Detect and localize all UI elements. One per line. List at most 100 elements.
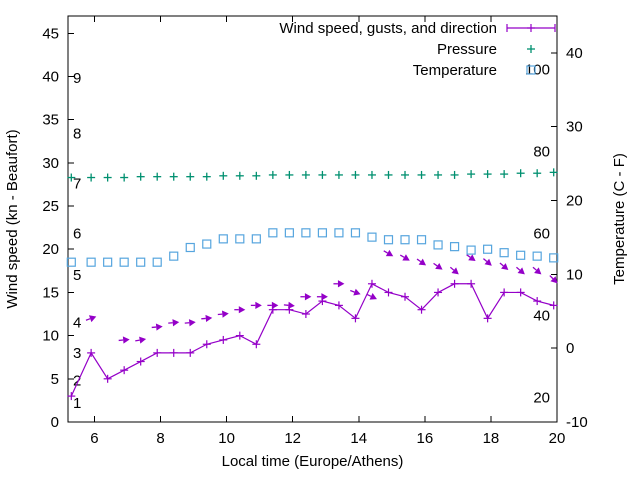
x-tick-label: 8 bbox=[156, 430, 164, 447]
gust-arrow-head bbox=[468, 254, 476, 262]
gust-arrow bbox=[466, 254, 476, 262]
gust-arrow-head bbox=[255, 301, 262, 309]
gust-arrow-head bbox=[155, 323, 163, 331]
temperature-point bbox=[317, 228, 328, 238]
y2-tick-label: -10 bbox=[566, 414, 588, 431]
gust-arrow-shaft bbox=[416, 258, 422, 263]
gust-arrow-head bbox=[139, 336, 147, 344]
gust-arrow-head bbox=[271, 301, 279, 309]
legend-label-2: Temperature bbox=[413, 62, 497, 79]
gust-arrow bbox=[283, 301, 295, 309]
gust-arrow bbox=[201, 314, 213, 323]
gust-arrow-head bbox=[188, 319, 196, 327]
x-axis-title: Local time (Europe/Athens) bbox=[222, 453, 404, 470]
gust-arrow-shaft bbox=[433, 262, 438, 267]
temperature-point bbox=[416, 235, 427, 245]
beaufort-label: 7 bbox=[73, 176, 81, 193]
gust-arrow bbox=[482, 258, 492, 266]
gust-arrow-head bbox=[517, 267, 525, 275]
gust-arrow bbox=[217, 310, 229, 318]
gust-arrow-head bbox=[205, 314, 213, 323]
y2-tick-label: 20 bbox=[566, 193, 583, 210]
gust-arrow-shaft bbox=[499, 262, 504, 267]
beaufort-label: 9 bbox=[73, 70, 81, 87]
y-axis-title: Wind speed (kn - Beaufort) bbox=[4, 129, 21, 308]
temperature-point bbox=[268, 228, 278, 238]
temperature-point bbox=[169, 251, 179, 261]
gust-arrow-head bbox=[435, 262, 443, 270]
series-0 bbox=[67, 279, 558, 401]
gust-arrow bbox=[250, 301, 262, 309]
y2-tick-label: 30 bbox=[566, 119, 583, 136]
gust-arrow-head bbox=[172, 319, 180, 327]
gust-arrow bbox=[300, 293, 312, 301]
gust-arrow-shaft bbox=[350, 289, 355, 293]
y2-axis-title: Temperature (C - F) bbox=[611, 153, 628, 285]
wind-speed-line bbox=[70, 282, 554, 397]
gust-arrow-head bbox=[238, 306, 246, 314]
y-tick-label: 40 bbox=[42, 68, 59, 85]
gust-arrow bbox=[516, 266, 525, 275]
axis-titles: Local time (Europe/Athens) Wind speed (kn… bbox=[4, 129, 628, 470]
y-tick-label: 5 bbox=[51, 371, 59, 388]
plot-border bbox=[67, 15, 558, 423]
x-tick-label: 18 bbox=[483, 430, 500, 447]
temperature-point bbox=[284, 228, 294, 238]
y-tick-label: 45 bbox=[42, 25, 59, 42]
beaufort-label: 4 bbox=[73, 315, 81, 332]
temperature-point bbox=[483, 244, 493, 254]
legend-label-1: Pressure bbox=[437, 41, 497, 58]
gust-arrow bbox=[449, 266, 459, 275]
temperature-point bbox=[235, 234, 245, 244]
gust-arrow-shaft bbox=[383, 250, 388, 254]
y-tick-label: 25 bbox=[42, 198, 59, 215]
temperature-point bbox=[136, 257, 146, 267]
temperature-point bbox=[66, 257, 76, 267]
y2-tick-label: 40 bbox=[566, 45, 583, 62]
y2-tick-label: 10 bbox=[566, 266, 583, 283]
gust-arrow-shaft bbox=[466, 254, 471, 258]
gust-arrow-shaft bbox=[399, 254, 405, 258]
gust-arrow-head bbox=[484, 258, 492, 266]
temperature-point bbox=[119, 257, 129, 267]
gust-arrow-head bbox=[418, 258, 427, 266]
temperature-point bbox=[367, 232, 377, 242]
series-2 bbox=[67, 168, 558, 182]
x-tick-label: 6 bbox=[90, 430, 98, 447]
temperature-point bbox=[152, 257, 162, 267]
temperature-point bbox=[185, 242, 195, 253]
x-tick-label: 20 bbox=[549, 430, 566, 447]
chart-legend[interactable]: Wind speed, gusts, and direction Pressure… bbox=[279, 20, 556, 79]
y-tick-label: 20 bbox=[42, 241, 59, 258]
gust-arrow-head bbox=[122, 336, 130, 344]
temperature-point bbox=[499, 248, 509, 258]
series-1 bbox=[85, 249, 558, 344]
gust-arrow bbox=[135, 336, 147, 344]
gust-arrow-shaft bbox=[482, 258, 488, 263]
gust-arrow bbox=[499, 262, 509, 271]
gust-arrow bbox=[151, 323, 163, 331]
gust-arrow-head bbox=[221, 310, 229, 318]
temperature-point bbox=[516, 250, 526, 260]
data-series bbox=[66, 168, 559, 401]
beaufort-label: 6 bbox=[73, 226, 81, 243]
gust-arrow-head bbox=[88, 315, 97, 323]
legend-marker-temperature bbox=[526, 65, 536, 75]
fahrenheit-label: 20 bbox=[533, 389, 550, 406]
gust-arrow-head bbox=[501, 263, 509, 271]
beaufort-label: 3 bbox=[73, 345, 81, 362]
temperature-point bbox=[433, 240, 443, 250]
gust-arrow bbox=[316, 293, 328, 301]
y2-tick-label: 0 bbox=[566, 340, 574, 357]
temperature-point bbox=[334, 228, 344, 238]
gust-arrow-head bbox=[321, 293, 328, 301]
fahrenheit-label: 100 bbox=[525, 61, 550, 78]
gust-arrow-head bbox=[402, 254, 410, 261]
temperature-point bbox=[549, 253, 559, 263]
y-tick-label: 35 bbox=[42, 112, 59, 129]
gust-arrow bbox=[333, 280, 345, 288]
gust-arrow-shaft bbox=[85, 318, 91, 321]
